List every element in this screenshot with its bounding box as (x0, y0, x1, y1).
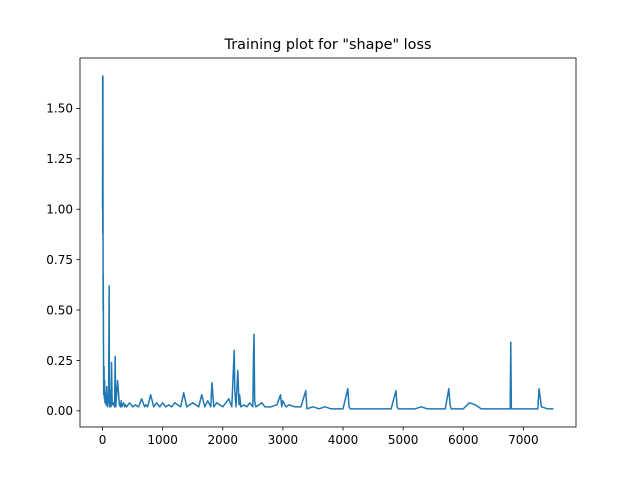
x-tick-label: 1000 (147, 433, 178, 447)
axes-frame (79, 57, 577, 428)
x-tick-label: 6000 (448, 433, 479, 447)
chart-title: Training plot for "shape" loss (224, 37, 432, 53)
y-tick-label: 1.25 (46, 152, 73, 166)
y-tick-label: 1.00 (46, 203, 73, 217)
y-tick-label: 0.00 (46, 404, 73, 418)
y-tick-label: 0.75 (46, 253, 73, 267)
x-tick-label: 0 (99, 433, 107, 447)
y-tick-label: 0.50 (46, 303, 73, 317)
y-tick-label: 0.25 (46, 354, 73, 368)
y-axis: 0.00 0.25 0.50 0.75 1.00 1.25 1.50 (46, 102, 80, 418)
series-line-shape-loss (101, 75, 554, 410)
x-tick-label: 2000 (208, 433, 239, 447)
x-tick-label: 4000 (328, 433, 359, 447)
x-tick-label: 3000 (268, 433, 299, 447)
x-tick-label: 5000 (388, 433, 419, 447)
x-axis: 0 1000 2000 3000 4000 5000 6000 7000 (99, 427, 539, 447)
x-tick-label: 7000 (508, 433, 539, 447)
y-tick-label: 1.50 (46, 102, 73, 116)
plot-area (101, 75, 554, 410)
